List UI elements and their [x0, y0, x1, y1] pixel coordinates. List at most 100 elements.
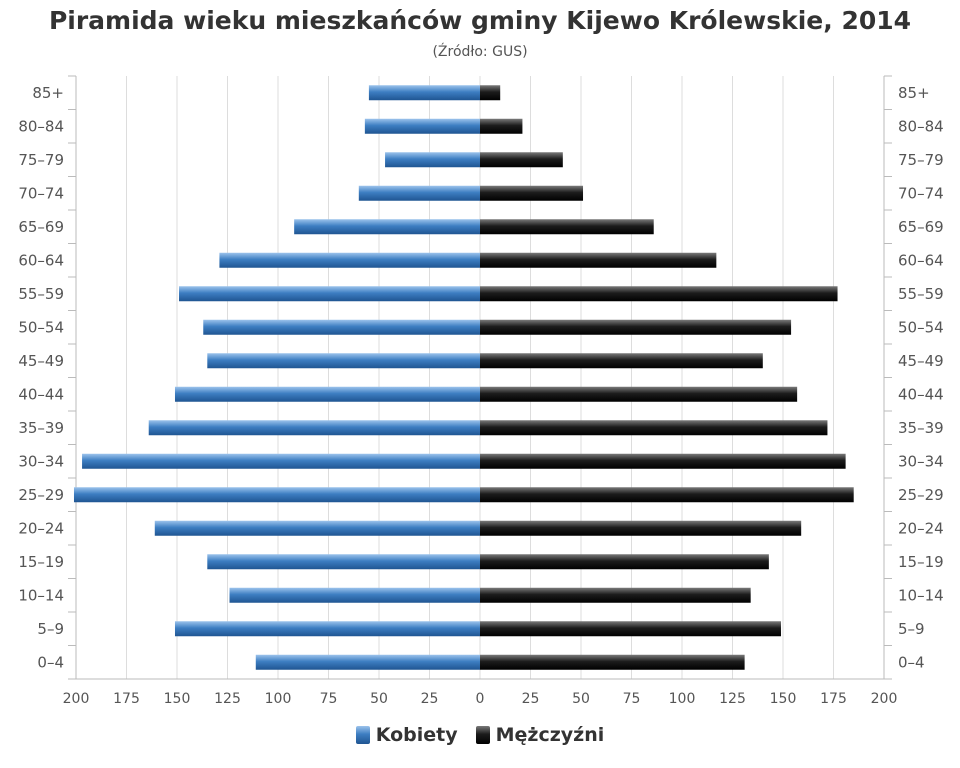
- y-tick-label-right: 70–74: [898, 184, 944, 202]
- y-tick-label-right: 0–4: [898, 653, 925, 671]
- x-tick-label: 175: [820, 691, 847, 707]
- x-tick-label: 100: [669, 691, 696, 707]
- bar-kobiety[interactable]: [219, 252, 481, 268]
- x-tick-label: 150: [164, 691, 191, 707]
- legend-item-kobiety[interactable]: Kobiety: [355, 724, 458, 746]
- y-tick-label-left: 45–49: [18, 352, 64, 370]
- bar-mezczyzni[interactable]: [480, 654, 745, 670]
- bar-mezczyzni[interactable]: [480, 487, 854, 503]
- bar-kobiety[interactable]: [385, 152, 480, 168]
- y-tick-label-left: 80–84: [18, 117, 64, 135]
- bar-mezczyzni[interactable]: [480, 118, 523, 134]
- x-tick-label: 200: [871, 691, 898, 707]
- y-tick-label-right: 5–9: [898, 620, 925, 638]
- y-tick-label-left: 55–59: [18, 285, 64, 303]
- y-tick-label-left: 15–19: [18, 553, 64, 571]
- bar-kobiety[interactable]: [174, 386, 481, 402]
- axes: [68, 75, 892, 680]
- bar-mezczyzni[interactable]: [480, 85, 501, 101]
- x-tick-label: 125: [214, 691, 241, 707]
- y-tick-label-right: 15–19: [898, 553, 944, 571]
- y-tick-label-left: 35–39: [18, 419, 64, 437]
- bar-mezczyzni[interactable]: [480, 286, 838, 302]
- bar-kobiety[interactable]: [229, 587, 480, 603]
- y-tick-label-left: 85+: [32, 84, 64, 102]
- population-pyramid-chart: 200 175 150 125 100 75 50 25 0 25 50 75 100 125 150 175…: [18, 75, 944, 707]
- y-tick-label-left: 25–29: [18, 486, 64, 504]
- y-tick-label-right: 65–69: [898, 218, 944, 236]
- x-tick-label: 50: [370, 691, 388, 707]
- bar-kobiety[interactable]: [368, 85, 480, 101]
- bar-kobiety[interactable]: [255, 654, 480, 670]
- legend-swatch-kobiety: [355, 726, 370, 744]
- y-tick-label-right: 35–39: [898, 419, 944, 437]
- bar-mezczyzni[interactable]: [480, 587, 751, 603]
- bar-kobiety[interactable]: [179, 286, 480, 302]
- tick-labels: 200 175 150 125 100 75 50 25 0 25 50 75 100 125 150 175…: [18, 84, 943, 707]
- legend: Kobiety Mężczyźni: [0, 724, 960, 746]
- bar-kobiety[interactable]: [148, 420, 480, 436]
- bar-mezczyzni[interactable]: [480, 152, 563, 168]
- y-tick-label-right: 30–34: [898, 452, 944, 470]
- x-tick-label: 25: [421, 691, 439, 707]
- y-tick-label-left: 70–74: [18, 184, 64, 202]
- bar-mezczyzni[interactable]: [480, 386, 798, 402]
- legend-item-mezczyzni[interactable]: Mężczyźni: [475, 724, 605, 746]
- y-tick-label-left: 40–44: [18, 385, 64, 403]
- y-tick-label-left: 0–4: [37, 653, 64, 671]
- legend-swatch-mezczyzni: [475, 726, 490, 744]
- bar-mezczyzni[interactable]: [480, 453, 846, 469]
- y-tick-label-right: 20–24: [898, 519, 944, 537]
- chart-title: Piramida wieku mieszkańców gminy Kijewo …: [48, 6, 912, 35]
- y-tick-label-right: 75–79: [898, 151, 944, 169]
- bar-kobiety[interactable]: [82, 453, 480, 469]
- bar-kobiety[interactable]: [154, 520, 480, 536]
- y-tick-label-right: 55–59: [898, 285, 944, 303]
- legend-label-kobiety: Kobiety: [375, 724, 458, 746]
- bar-kobiety[interactable]: [294, 219, 480, 235]
- x-tick-label: 200: [63, 691, 90, 707]
- bar-kobiety[interactable]: [358, 185, 480, 201]
- bar-mezczyzni[interactable]: [480, 420, 828, 436]
- bar-mezczyzni[interactable]: [480, 252, 717, 268]
- y-tick-label-left: 30–34: [18, 452, 64, 470]
- y-tick-label-right: 85+: [898, 84, 930, 102]
- x-tick-label: 150: [770, 691, 797, 707]
- x-tick-label: 100: [265, 691, 292, 707]
- bar-mezczyzni[interactable]: [480, 219, 654, 235]
- y-tick-label-left: 20–24: [18, 519, 64, 537]
- y-tick-label-right: 50–54: [898, 318, 944, 336]
- bar-mezczyzni[interactable]: [480, 353, 763, 369]
- y-tick-label-left: 75–79: [18, 151, 64, 169]
- bar-kobiety[interactable]: [207, 554, 481, 570]
- y-tick-label-left: 65–69: [18, 218, 64, 236]
- y-tick-label-right: 80–84: [898, 117, 944, 135]
- y-tick-label-right: 45–49: [898, 352, 944, 370]
- y-tick-label-left: 50–54: [18, 318, 64, 336]
- y-tick-label-right: 25–29: [898, 486, 944, 504]
- x-tick-label: 50: [572, 691, 590, 707]
- bar-mezczyzni[interactable]: [480, 621, 781, 637]
- bar-kobiety[interactable]: [174, 621, 481, 637]
- bar-mezczyzni[interactable]: [480, 185, 584, 201]
- x-tick-label: 175: [113, 691, 140, 707]
- bar-kobiety[interactable]: [203, 319, 480, 335]
- chart-subtitle: (Źródło: GUS): [432, 44, 528, 60]
- x-tick-label: 75: [320, 691, 338, 707]
- x-tick-label: 25: [522, 691, 540, 707]
- bar-mezczyzni[interactable]: [480, 319, 792, 335]
- x-tick-label: 0: [476, 691, 485, 707]
- y-tick-label-left: 60–64: [18, 251, 64, 269]
- x-tick-label: 125: [719, 691, 746, 707]
- y-tick-label-right: 60–64: [898, 251, 944, 269]
- y-tick-label-right: 40–44: [898, 385, 944, 403]
- legend-label-mezczyzni: Mężczyźni: [495, 724, 605, 746]
- y-tick-label-right: 10–14: [898, 586, 944, 604]
- bar-mezczyzni[interactable]: [480, 554, 769, 570]
- bar-kobiety[interactable]: [207, 353, 481, 369]
- bar-kobiety[interactable]: [364, 118, 480, 134]
- bar-mezczyzni[interactable]: [480, 520, 802, 536]
- y-tick-label-left: 10–14: [18, 586, 64, 604]
- bar-kobiety[interactable]: [73, 487, 480, 503]
- y-tick-label-left: 5–9: [37, 620, 64, 638]
